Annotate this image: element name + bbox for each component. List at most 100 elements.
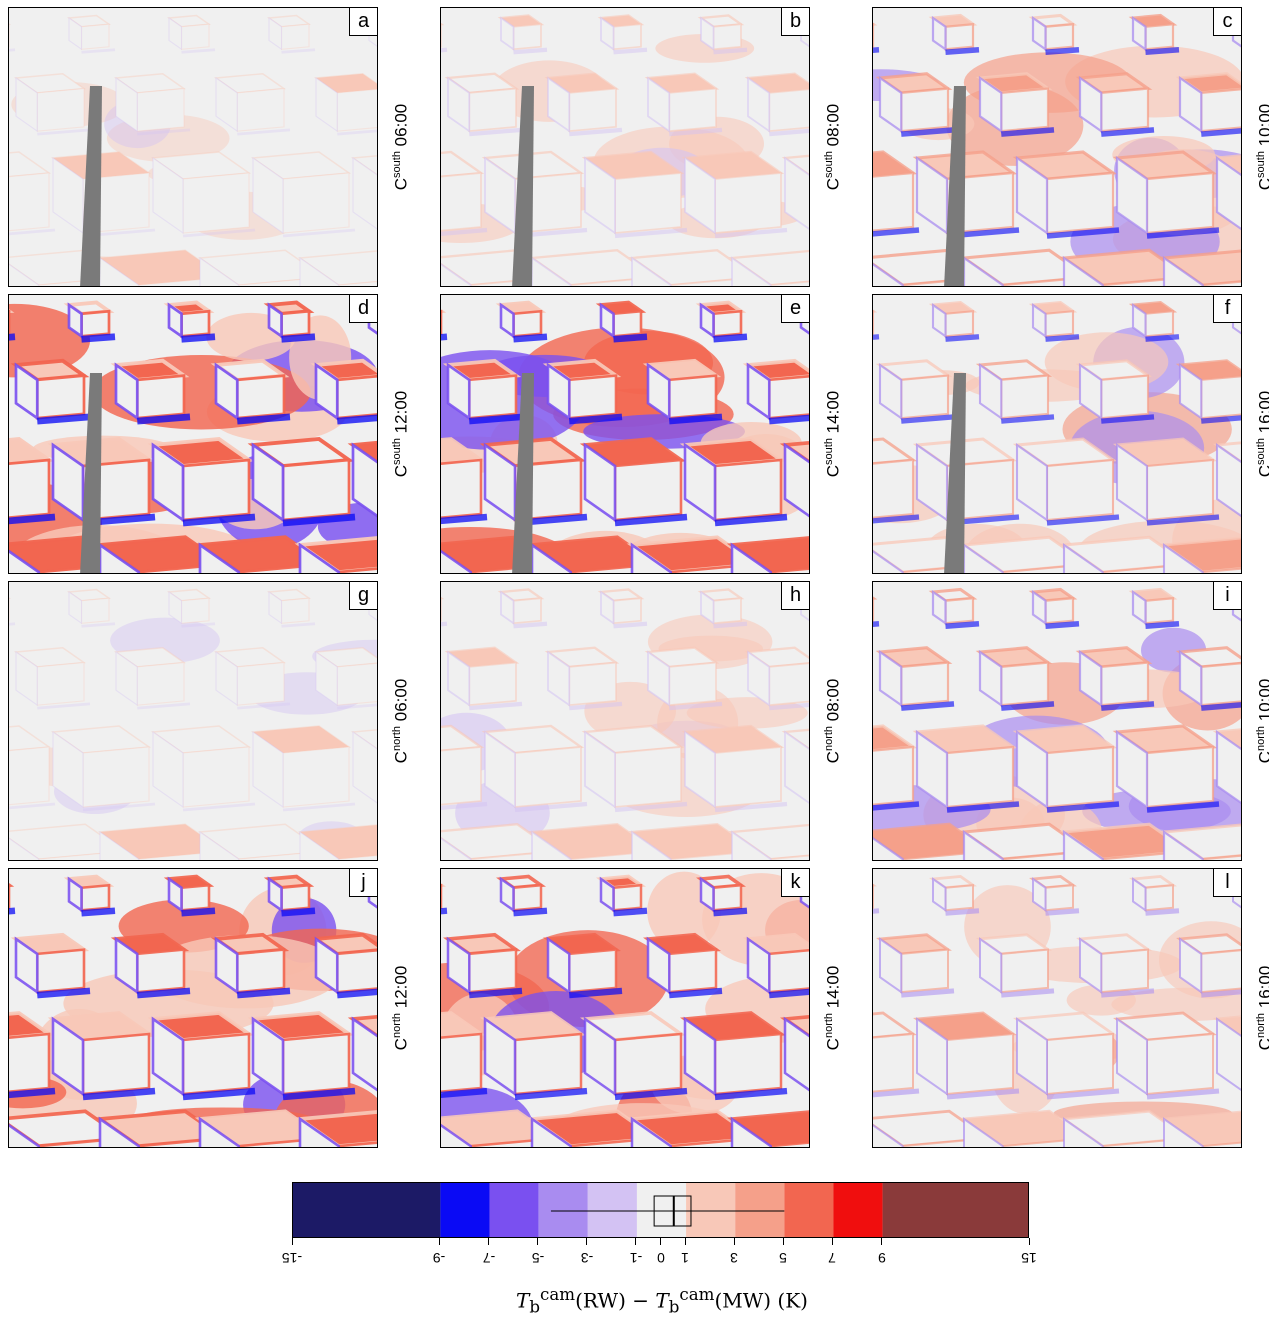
wall-face <box>531 256 572 286</box>
shadow-edge <box>1046 227 1120 239</box>
shadow-edge <box>237 128 291 136</box>
wall-face <box>1078 75 1103 134</box>
wall-face <box>1000 661 1050 707</box>
shadow-edge <box>181 48 216 54</box>
wall-face <box>80 883 111 912</box>
panel-e-map <box>441 295 809 573</box>
wall-face <box>769 1141 809 1147</box>
wall-face <box>441 263 472 286</box>
wall-face <box>282 172 350 234</box>
colorbar-tick <box>291 1238 293 1245</box>
panel-caption: Cnorth 12:00 <box>386 868 411 1148</box>
wall-face <box>1145 745 1215 809</box>
wall-face <box>784 730 809 804</box>
wall-face <box>1045 458 1115 522</box>
shadow-edge <box>873 621 880 627</box>
shadow-edge <box>9 228 56 236</box>
wall-face <box>631 830 672 860</box>
panel-f-map <box>873 295 1241 573</box>
shadow-edge <box>282 802 356 812</box>
wall-face <box>441 1032 483 1093</box>
shadow-edge <box>81 622 116 628</box>
shadow-edge <box>513 333 548 343</box>
time-label: 12:00 <box>391 965 411 1009</box>
wall-face <box>1045 745 1115 809</box>
wall-face <box>441 172 482 232</box>
wall-face <box>631 256 672 286</box>
shadow-edge <box>713 47 748 55</box>
shadow-edge <box>614 513 688 527</box>
wall-face <box>281 458 351 522</box>
wall-face <box>52 730 84 809</box>
shadow-edge <box>946 1088 1020 1100</box>
wall-face <box>1144 597 1175 625</box>
wall-face <box>731 256 772 286</box>
tower-mask <box>512 373 534 573</box>
wall-face <box>99 256 140 286</box>
shadow-edge <box>281 622 316 628</box>
panel-caption: Csouth 08:00 <box>818 7 843 287</box>
wall-face <box>135 948 186 994</box>
wall-face <box>668 661 717 707</box>
shadow-edge <box>901 414 955 424</box>
wall-face <box>667 374 718 420</box>
wall-face <box>1079 937 1103 995</box>
shadow-edge <box>873 801 920 811</box>
wall-face <box>614 172 682 234</box>
wall-face <box>945 745 1015 809</box>
wall-face <box>1201 1141 1241 1147</box>
wall-face <box>252 730 284 809</box>
wall-face <box>1115 442 1149 523</box>
shadow-edge <box>82 802 156 812</box>
shadow-edge <box>1201 128 1241 137</box>
camera-orientation: north <box>391 725 403 752</box>
shadow-edge <box>37 128 91 136</box>
shadow-edge <box>1145 334 1180 342</box>
wall-face <box>447 76 471 133</box>
panel-c: c <box>872 7 1242 287</box>
camera-orientation: south <box>823 438 835 465</box>
wall-face <box>98 1116 141 1147</box>
time-label: 06:00 <box>391 678 411 722</box>
camera-name: C <box>1256 178 1269 190</box>
shadow-edge <box>9 802 56 810</box>
wall-face <box>547 76 571 133</box>
shadow-edge <box>82 1087 156 1101</box>
wall-face <box>512 23 542 51</box>
wall-face <box>338 855 377 860</box>
colorbar-tick-label: -3 <box>580 1250 594 1266</box>
colorbar-bin <box>293 1183 441 1237</box>
building-blocks <box>873 13 1241 286</box>
colorbar-bin <box>636 1183 687 1237</box>
wall-face <box>215 650 238 707</box>
shadow-edge <box>137 702 191 710</box>
wall-face <box>1115 729 1149 810</box>
shadow-edge <box>441 801 488 810</box>
shadow-edge <box>336 988 377 999</box>
shadow-edge <box>237 702 291 710</box>
panel-i-map <box>873 582 1241 860</box>
tower-mask <box>80 373 102 573</box>
wall-face <box>512 883 543 912</box>
shadow-edge <box>669 127 723 137</box>
panel-h-map <box>441 582 809 860</box>
colorbar-tick-label: -15 <box>281 1250 303 1266</box>
shadow-edge <box>614 1087 688 1101</box>
wall-face <box>916 1017 948 1096</box>
shadow-edge <box>613 333 648 343</box>
wall-face <box>1100 948 1149 994</box>
shadow-edge <box>713 621 748 629</box>
wall-face <box>979 937 1003 995</box>
panel-i: i <box>872 581 1242 861</box>
wall-face <box>235 948 286 994</box>
panel-l-map <box>873 869 1241 1147</box>
wall-face <box>513 1032 583 1096</box>
panel-letter: e <box>781 295 809 323</box>
wall-face <box>9 263 40 286</box>
shadow-edge <box>1146 227 1220 239</box>
shadow-edge <box>873 47 880 53</box>
wall-face <box>767 374 809 420</box>
camera-name: C <box>1256 465 1269 477</box>
wall-face <box>962 255 1004 286</box>
wall-face <box>684 730 716 809</box>
